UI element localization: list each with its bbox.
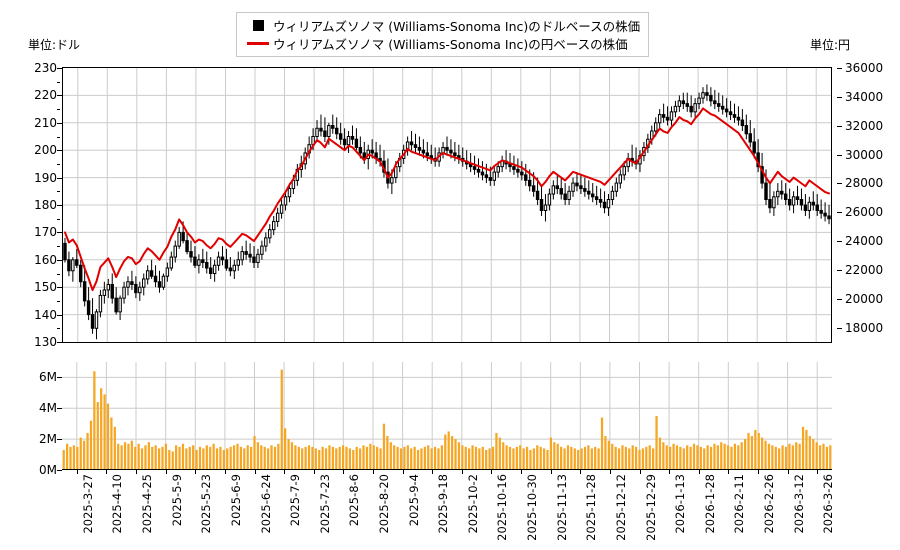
x-axis-label: 2026-2-26	[762, 474, 776, 534]
x-axis-label: 2025-8-20	[377, 474, 391, 534]
x-axis-label: 2025-5-9	[169, 474, 184, 527]
date-axis: 2025-3-27 2025-4-10 2025-4-25 2025-5-9 2025-…	[0, 470, 900, 550]
volume-chart-panel	[62, 362, 832, 470]
legend-item-yen: ウィリアムズソノマ (Williams-Sonoma Inc)の円ベースの株価	[243, 35, 640, 52]
right-tick-26000: 26000	[845, 205, 884, 220]
x-axis-label: 2025-7-23	[317, 474, 332, 534]
x-axis-label: 2025-10-16	[495, 474, 510, 541]
left-tick-230: 230	[34, 61, 57, 75]
x-axis-label: 2026-2-11	[732, 474, 747, 534]
x-axis-label: 2025-9-4	[406, 474, 421, 527]
left-tick-140: 140	[34, 307, 57, 322]
x-axis-label: 2025-3-27	[80, 474, 95, 534]
x-axis-label: 2025-4-10	[110, 474, 125, 534]
price-chart-panel	[62, 67, 832, 343]
x-axis-label: 2025-8-6	[347, 474, 362, 527]
right-tick-22000: 22000	[845, 262, 884, 277]
x-axis-label: 2025-7-9	[288, 474, 303, 527]
x-axis-label: 2025-10-30	[525, 474, 539, 541]
price-plot	[63, 68, 831, 342]
x-axis-label: 2025-4-25	[140, 474, 154, 534]
right-tick-28000: 28000	[845, 176, 884, 191]
left-tick-220: 220	[34, 88, 57, 103]
left-tick-190: 190	[34, 170, 57, 185]
volume-plot	[62, 362, 832, 469]
volume-tick-6M: 6M	[39, 370, 57, 385]
x-axis-label: 2026-1-28	[702, 474, 717, 534]
left-tick-170: 170	[34, 225, 57, 240]
x-axis-label: 2025-6-24	[258, 474, 273, 534]
x-axis-label: 2026-1-13	[673, 474, 688, 534]
right-tick-18000: 18000	[845, 320, 884, 335]
right-tick-36000: 36000	[845, 61, 884, 75]
x-axis-label: 2025-6-9	[228, 474, 243, 527]
right-tick-32000: 32000	[845, 118, 884, 133]
x-axis-label: 2025-12-12	[613, 474, 628, 541]
x-axis-label: 2025-11-13	[554, 474, 569, 541]
left-tick-150: 150	[34, 280, 57, 295]
volume-tick-4M: 4M	[39, 401, 57, 416]
right-tick-20000: 20000	[845, 291, 884, 306]
right-price-axis: 36000 34000 32000 30000 28000 26000 24000 22000…	[837, 0, 900, 550]
left-tick-210: 210	[34, 115, 57, 130]
left-axis-unit-label: 単位:ドル	[28, 38, 81, 52]
left-tick-130: 130	[34, 335, 57, 349]
x-axis-label: 2026-3-12	[791, 474, 806, 534]
volume-axis: 6M 4M 2M 0M	[0, 0, 62, 550]
x-axis-label: 2025-11-28	[584, 474, 599, 541]
black-square-icon	[243, 20, 273, 31]
x-axis-label: 2025-12-29	[643, 474, 658, 541]
left-tick-160: 160	[34, 252, 57, 267]
red-line-icon	[243, 42, 273, 45]
volume-tick-0M: 0M	[39, 463, 57, 477]
legend-label-yen: ウィリアムズソノマ (Williams-Sonoma Inc)の円ベースの株価	[273, 37, 628, 52]
volume-tick-2M: 2M	[39, 432, 57, 447]
right-tick-30000: 30000	[845, 147, 884, 162]
left-tick-200: 200	[34, 143, 57, 158]
x-axis-label: 2025-10-2	[465, 474, 480, 534]
left-price-axis: 230 220 210 200 190 180 170 160 150 140 130	[0, 0, 62, 550]
x-axis-label: 2025-9-18	[436, 474, 451, 534]
chart-legend: ウィリアムズソノマ (Williams-Sonoma Inc)のドルベースの株価…	[236, 12, 650, 57]
right-axis-unit-label: 単位:円	[810, 38, 851, 52]
right-tick-24000: 24000	[845, 234, 884, 249]
right-tick-34000: 34000	[845, 89, 884, 104]
x-axis-label: 2025-5-23	[199, 474, 214, 534]
legend-label-dollar: ウィリアムズソノマ (Williams-Sonoma Inc)のドルベースの株価	[273, 19, 641, 34]
legend-item-dollar: ウィリアムズソノマ (Williams-Sonoma Inc)のドルベースの株価	[243, 17, 640, 34]
left-tick-180: 180	[34, 198, 57, 212]
x-axis-label: 2026-3-26	[821, 474, 836, 534]
